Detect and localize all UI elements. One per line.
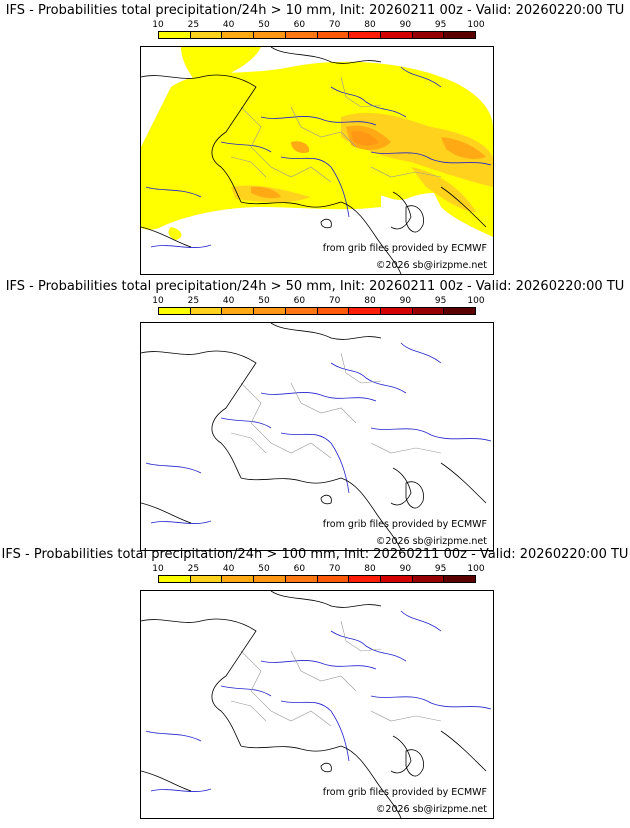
map-panel-50mm: IFS - Probabilities total precipitation/… [0,276,630,552]
colorbar-swatch [444,32,476,38]
probability-map: from grib files provided by ECMWF ©2026 … [140,590,494,819]
colorbar-tick-label: 95 [434,296,447,306]
rivers [145,342,492,524]
colorbar-tick-label: 50 [258,564,270,574]
colorbar-tick-label: 100 [467,564,485,574]
source-credit: from grib files provided by ECMWF [322,243,487,254]
colorbar [158,307,476,315]
colorbar-swatch [317,308,350,314]
panel-title: IFS - Probabilities total precipitation/… [5,279,625,294]
rivers [145,610,492,792]
colorbar-swatch [444,308,476,314]
colorbar-swatch [285,32,318,38]
colorbar-tick-label: 25 [187,564,200,574]
colorbar-tick-label: 70 [328,564,341,574]
colorbar-swatch [222,308,255,314]
colorbar-swatch [190,32,223,38]
colorbar-tick-label: 25 [187,20,200,30]
source-credit: from grib files provided by ECMWF [322,519,487,530]
colorbar-swatch [159,308,191,314]
colorbar-tick-label: 10 [152,564,164,574]
colorbar-tick-label: 95 [434,564,447,574]
coastlines [141,323,487,550]
copyright-credit: ©2026 sb@irizpme.net [375,260,487,271]
colorbar-tick-label: 70 [328,296,341,306]
colorbar-tick-label: 60 [293,564,306,574]
source-credit: from grib files provided by ECMWF [322,787,487,798]
probability-map: from grib files provided by ECMWF ©2026 … [140,322,494,551]
colorbar-labels: 10 25 40 50 60 70 80 90 95 100 [152,296,484,306]
colorbar-swatch [159,32,191,38]
copyright-credit: ©2026 sb@irizpme.net [375,804,487,815]
colorbar-swatch [222,576,255,582]
colorbar-tick-label: 80 [364,564,376,574]
colorbar-tick-label: 90 [399,20,412,30]
colorbar-swatch [254,576,286,582]
panel-title: IFS - Probabilities total precipitation/… [5,3,625,18]
colorbar-swatch [349,576,381,582]
colorbar-swatch [190,308,223,314]
colorbar-tick-label: 90 [399,296,412,306]
colorbar-tick-label: 90 [399,564,412,574]
colorbar-tick-label: 80 [364,296,376,306]
colorbar-tick-label: 60 [293,20,306,30]
colorbar-tick-label: 40 [222,296,235,306]
map-canvas [141,323,492,550]
colorbar-swatch [412,576,445,582]
colorbar-tick-label: 100 [467,20,485,30]
borders [230,76,442,183]
colorbar-swatch [349,32,381,38]
panel-title: IFS - Probabilities total precipitation/… [1,547,629,562]
colorbar-tick-label: 100 [467,296,485,306]
map-canvas [141,47,493,274]
colorbar-swatch [254,32,286,38]
colorbar-tick-label: 95 [434,20,447,30]
colorbar-labels: 10 25 40 50 60 70 80 90 95 100 [152,564,484,574]
colorbar-swatch [317,576,350,582]
colorbar-swatch [349,308,381,314]
coastlines [141,47,487,274]
colorbar-tick-label: 10 [152,20,164,30]
probability-map: from grib files provided by ECMWF ©2026 … [140,46,494,275]
colorbar-tick-label: 60 [293,296,306,306]
colorbar [158,31,476,39]
colorbar-swatch [317,32,350,38]
colorbar-swatch [380,32,413,38]
rivers [145,66,492,248]
colorbar-tick-label: 70 [328,20,341,30]
colorbar-tick-label: 50 [258,20,270,30]
colorbar-swatch [159,576,191,582]
colorbar-tick-label: 40 [222,564,235,574]
colorbar-swatch [190,576,223,582]
map-canvas [141,591,492,818]
colorbar [158,575,476,583]
copyright-credit: ©2026 sb@irizpme.net [375,536,487,547]
colorbar-tick-label: 25 [187,296,200,306]
colorbar-swatch [285,576,318,582]
map-panel-100mm: IFS - Probabilities total precipitation/… [0,544,630,820]
coastlines [141,591,487,818]
colorbar-swatch [285,308,318,314]
colorbar-tick-label: 50 [258,296,270,306]
precip-field [141,47,493,240]
colorbar-swatch [412,308,445,314]
colorbar-tick-label: 10 [152,296,164,306]
colorbar-swatch [222,32,255,38]
colorbar-swatch [380,576,413,582]
colorbar-labels: 10 25 40 50 60 70 80 90 95 100 [152,20,484,30]
colorbar-swatch [412,32,445,38]
colorbar-swatch [254,308,286,314]
colorbar-swatch [444,576,476,582]
colorbar-tick-label: 80 [364,20,376,30]
colorbar-swatch [380,308,413,314]
map-panel-10mm: IFS - Probabilities total precipitation/… [0,0,630,276]
borders [230,620,442,727]
colorbar-tick-label: 40 [222,20,235,30]
borders [230,352,442,459]
